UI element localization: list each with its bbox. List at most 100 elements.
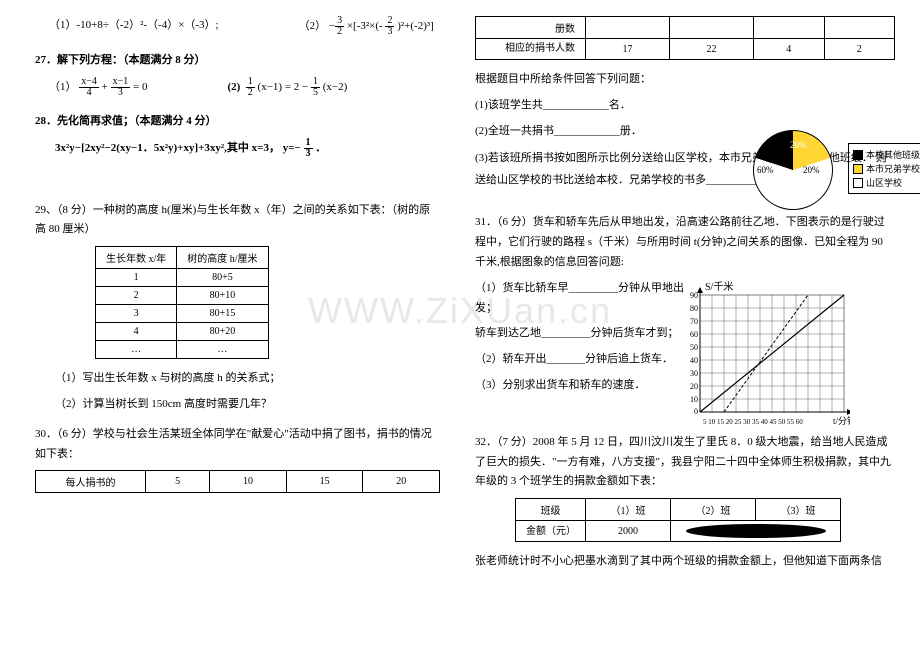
- c: 17: [586, 39, 670, 60]
- line-chart: S/千米 01020: [675, 280, 910, 435]
- q27-1-eq: = 0: [133, 81, 147, 93]
- ink-blob: [686, 524, 826, 538]
- c: （3）班: [756, 499, 841, 521]
- c: 4: [754, 39, 824, 60]
- q27-1-pre: （1）: [49, 81, 77, 93]
- pie-lbl-3: 20%: [803, 165, 820, 175]
- q27-2-eq2: (x−2): [323, 81, 348, 93]
- q30-title: 30．（6 分）学校与社会生活某班全体同学在"献爱心"活动中捐了图书，捐书的情况…: [35, 425, 440, 465]
- q26-2-pre: （2）: [299, 20, 327, 32]
- q31-sub1: （1）货车比轿车早_________分钟从甲地出发；: [475, 279, 705, 319]
- spacer: [35, 165, 440, 195]
- q28-title: 28．先化简再求值；（本题满分 4 分）: [35, 112, 440, 132]
- c: [824, 17, 895, 39]
- left-column: （1）-10+8÷（-2）²-（-4）×（-3）; （2） −32 ×[-3²×…: [0, 0, 460, 650]
- c: …: [96, 341, 177, 359]
- swatch-yellow: [853, 164, 863, 174]
- svg-text:30: 30: [690, 369, 698, 378]
- svg-text:50: 50: [690, 343, 698, 352]
- q27-row: （1） x−44 + x−13 = 0 (2) 12 (x−1) = 2 − 1…: [49, 77, 440, 98]
- ink-blob-cell: [671, 521, 841, 542]
- c: [754, 17, 824, 39]
- legend-text: 本市兄弟学校: [866, 162, 920, 175]
- pie-chart: 20% 60% 20% 本校其他班级 本市兄弟学校 山区学校: [715, 125, 920, 220]
- c: 相应的捐书人数: [476, 39, 586, 60]
- c: 80+10: [177, 287, 268, 305]
- q26-row: （1）-10+8÷（-2）²-（-4）×（-3）; （2） −32 ×[-3²×…: [49, 16, 440, 37]
- q31-sub1b: 轿车到达乙地_________分钟后货车才到；: [475, 324, 705, 344]
- q29-h2: 树的高度 h/厘米: [177, 247, 268, 269]
- c: 3: [96, 305, 177, 323]
- q26-2-mid: ×[-3²×(-: [347, 20, 383, 32]
- c: 80+20: [177, 323, 268, 341]
- c: 班级: [516, 499, 586, 521]
- c: （2）班: [671, 499, 756, 521]
- xticks: 5 10 15 20 25 30 35 40 45 50 55 60: [703, 418, 803, 426]
- right-column: 册数 相应的捐书人数 17 22 4 2 根据题目中所给条件回答下列问题： (1…: [460, 0, 920, 650]
- svg-text:80: 80: [690, 304, 698, 313]
- q26-2: （2） −32 ×[-3²×(- 23 )²+(-2)³]: [299, 16, 434, 37]
- q29-title: 29、（8 分）一种树的高度 h(厘米)与生长年数 x（年）之间的关系如下表：（…: [35, 201, 440, 241]
- c: 金额（元）: [516, 521, 586, 542]
- page-root: WWW.ZiXUan.cn （1）-10+8÷（-2）²-（-4）×（-3）; …: [0, 0, 920, 650]
- legend-row-3: 山区学校: [853, 176, 920, 189]
- q26-2-end: )²+(-2)³]: [397, 20, 434, 32]
- c: 5: [146, 471, 210, 493]
- c: 2000: [586, 521, 671, 542]
- chart-svg: S/千米 01020: [675, 280, 850, 435]
- c: 10: [210, 471, 287, 493]
- q29-sub1: （1）写出生长年数 x 与树的高度 h 的关系式；: [35, 369, 440, 389]
- q27-2: (2) 12 (x−1) = 2 − 15 (x−2): [227, 77, 347, 98]
- q27-2-eq1: (x−1) = 2 −: [258, 81, 311, 93]
- svg-text:90: 90: [690, 291, 698, 300]
- c: 22: [670, 39, 754, 60]
- svg-text:20: 20: [690, 382, 698, 391]
- q30-line1: 根据题目中所给条件回答下列问题：: [475, 70, 895, 90]
- pie-lbl-1: 20%: [790, 140, 807, 150]
- q32-end: 张老师统计时不小心把墨水滴到了其中两个班级的捐款金额上，但他知道下面两条信: [475, 552, 895, 572]
- svg-text:40: 40: [690, 356, 698, 365]
- ylabel: S/千米: [705, 280, 733, 293]
- c: 每人捐书的: [36, 471, 146, 493]
- q30-sub1: (1)该班学生共____________名．: [475, 96, 895, 116]
- q30-table-b: 册数 相应的捐书人数 17 22 4 2: [475, 16, 895, 60]
- q32-table: 班级 （1）班 （2）班 （3）班 金额（元） 2000: [515, 498, 841, 542]
- q27-2-label: (2): [227, 81, 240, 93]
- q32-title: 32．（7 分）2008 年 5 月 12 日，四川汶川发生了里氏 8．0 级大…: [475, 433, 895, 492]
- svg-text:0: 0: [694, 407, 698, 416]
- c: …: [177, 341, 268, 359]
- swatch-black: [853, 150, 863, 160]
- c: 20: [363, 471, 440, 493]
- q31-sub3: （3）分别求出货车和轿车的速度．: [475, 376, 705, 396]
- q26-1: （1）-10+8÷（-2）²-（-4）×（-3）;: [49, 16, 219, 37]
- q29-table: 生长年数 x/年树的高度 h/厘米 180+5 280+10 380+15 48…: [95, 246, 269, 359]
- svg-text:60: 60: [690, 330, 698, 339]
- q31-subs: （1）货车比轿车早_________分钟从甲地出发； 轿车到达乙地_______…: [475, 279, 705, 396]
- legend-row-2: 本市兄弟学校: [853, 162, 920, 175]
- c: [670, 17, 754, 39]
- q28-expr: 3x²y−[2xy²−2(xy−1．5x²y)+xy]+3xy²,其中 x=3，…: [35, 138, 440, 159]
- q29-sub2: （2）计算当树长到 150cm 高度时需要几年？: [35, 395, 440, 415]
- q29-h1: 生长年数 x/年: [96, 247, 177, 269]
- c: 80+15: [177, 305, 268, 323]
- c: 4: [96, 323, 177, 341]
- c: 2: [824, 39, 895, 60]
- legend-row-1: 本校其他班级: [853, 148, 920, 161]
- legend-text: 山区学校: [866, 176, 902, 189]
- q28-expr-b: ．: [315, 142, 326, 154]
- q27-title: 27．解下列方程：（本题满分 8 分）: [35, 51, 440, 71]
- q30-table-a: 每人捐书的 5 10 15 20: [35, 470, 440, 493]
- c: [586, 17, 670, 39]
- swatch-white: [853, 178, 863, 188]
- c: 15: [286, 471, 363, 493]
- c: 80+5: [177, 269, 268, 287]
- svg-text:70: 70: [690, 317, 698, 326]
- c: 册数: [476, 17, 586, 39]
- pie-lbl-2: 60%: [757, 165, 774, 175]
- c: 2: [96, 287, 177, 305]
- xlabel: t/分钟: [833, 415, 850, 426]
- q27-1: （1） x−44 + x−13 = 0: [49, 77, 147, 98]
- q31-sub2: （2）轿车开出_______分钟后追上货车．: [475, 350, 705, 370]
- q27-1-plus: +: [102, 81, 111, 93]
- pie-legend: 本校其他班级 本市兄弟学校 山区学校: [848, 143, 920, 194]
